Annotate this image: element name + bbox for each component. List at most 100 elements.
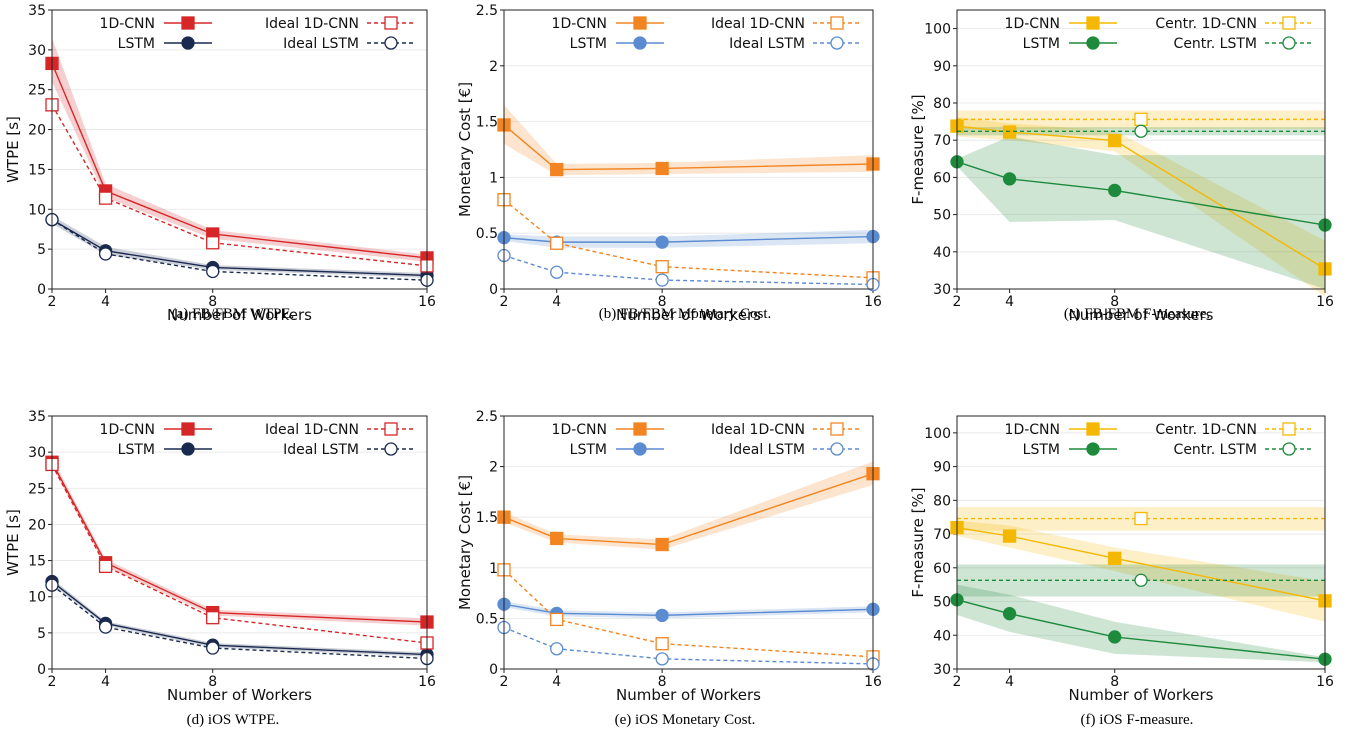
legend-marker [830, 422, 844, 436]
x-tick-label: 2 [953, 674, 962, 690]
data-point [1002, 125, 1017, 139]
data-point [206, 641, 220, 655]
legend-label: Centr. LSTM [1174, 36, 1257, 52]
series-line [503, 199, 874, 279]
series-line [956, 599, 1326, 660]
y-tick-label: 100 [924, 426, 951, 442]
x-axis-label: Number of Workers [167, 686, 312, 704]
y-tick-label: 1.5 [476, 115, 498, 131]
confidence-band [52, 457, 427, 626]
plot-frame [51, 9, 428, 290]
data-point [98, 191, 113, 205]
legend-label: LSTM [570, 442, 607, 458]
data-point [550, 265, 564, 279]
y-tick-label: 15 [28, 162, 46, 178]
caption-a: (a) FB/FBM WTPE. [171, 306, 295, 322]
data-point [550, 642, 564, 656]
data-point [1108, 133, 1122, 148]
x-tick-label: 2 [48, 294, 57, 310]
data-point [1002, 172, 1017, 186]
x-tick-label: 8 [1110, 294, 1119, 310]
x-tick-label: 16 [1316, 294, 1334, 310]
x-tick-label: 2 [500, 294, 509, 310]
legend-marker [633, 16, 647, 30]
data-point [550, 612, 564, 627]
legend-marker [1086, 36, 1100, 50]
x-tick-label: 16 [1316, 674, 1334, 690]
y-tick-label: 5 [37, 242, 46, 258]
plot-frame [503, 9, 874, 290]
series-line [51, 584, 428, 660]
x-tick-label: 8 [658, 674, 667, 690]
legend-label: 1D-CNN [1005, 16, 1060, 32]
series-line [503, 235, 874, 243]
series-line [51, 219, 428, 277]
y-tick-label: 2 [489, 59, 498, 75]
data-point [1134, 112, 1148, 127]
x-tick-label: 8 [208, 294, 217, 310]
x-tick-label: 16 [864, 294, 882, 310]
y-tick-label: 30 [933, 662, 951, 678]
y-axis-label: WTPE [s] [4, 509, 22, 576]
y-tick-label: 5 [37, 626, 46, 642]
x-tick-label: 16 [418, 674, 436, 690]
confidence-band [957, 117, 1325, 297]
legend-label: Ideal 1D-CNN [711, 422, 805, 438]
legend-label: Centr. LSTM [1174, 442, 1257, 458]
legend-marker [181, 442, 195, 456]
legend-marker [1282, 442, 1296, 456]
x-tick-label: 8 [658, 294, 667, 310]
y-tick-label: 20 [28, 517, 46, 533]
legend-marker [830, 16, 844, 30]
legend-marker [1282, 422, 1296, 436]
x-tick-label: 16 [864, 674, 882, 690]
caption-d: (d) iOS WTPE. [186, 712, 280, 728]
data-point [1134, 573, 1148, 587]
legend-label: LSTM [1023, 36, 1060, 52]
y-tick-label: 10 [28, 590, 46, 606]
y-tick-label: 10 [28, 202, 46, 218]
series-line [503, 473, 874, 546]
legend-label: LSTM [118, 36, 155, 52]
legend-marker [384, 422, 398, 436]
confidence-band [957, 136, 1325, 289]
y-tick-label: 0 [489, 662, 498, 678]
x-tick-label: 4 [101, 674, 110, 690]
y-tick-label: 1.5 [476, 510, 498, 526]
legend-marker [633, 422, 647, 436]
chart-panel-5: 0 0.5 1 1.5 2 2.5 2 4 8 16 Number of Workers Moneta… [456, 409, 882, 704]
chart-panel-6: 30 40 50 60 70 80 90 100 2 4 8 16 Number of Workers F… [909, 415, 1334, 704]
y-tick-label: 80 [933, 96, 951, 112]
y-tick-label: 90 [933, 460, 951, 476]
series-line [51, 580, 428, 656]
legend-label: LSTM [570, 36, 607, 52]
y-tick-label: 15 [28, 554, 46, 570]
data-point [206, 611, 220, 625]
y-tick-label: 90 [933, 59, 951, 75]
x-tick-label: 16 [418, 294, 436, 310]
data-point [1002, 529, 1017, 543]
y-tick-label: 35 [28, 409, 46, 425]
plot-frame [503, 415, 874, 670]
series-line [51, 63, 428, 259]
y-axis-label: Monetary Cost [€] [456, 475, 474, 610]
y-tick-label: 60 [933, 170, 951, 186]
series-line [503, 626, 874, 665]
y-axis-label: F-measure [%] [909, 487, 927, 597]
y-tick-label: 1 [489, 170, 498, 186]
legend-label: Ideal LSTM [283, 442, 359, 458]
data-point [1108, 630, 1122, 644]
y-tick-label: 50 [933, 595, 951, 611]
legend-marker [384, 36, 398, 50]
data-point [98, 559, 113, 574]
data-point [1108, 551, 1122, 566]
y-tick-label: 25 [28, 83, 46, 99]
legend-label: Ideal 1D-CNN [711, 16, 805, 32]
chart-panel-1: 0 5 10 15 20 25 30 35 2 4 8 16 Number of Workers WTPE… [4, 3, 436, 324]
confidence-band [957, 520, 1325, 622]
y-tick-label: 50 [933, 208, 951, 224]
y-axis-label: WTPE [s] [4, 116, 22, 183]
series-line [51, 219, 428, 281]
data-point [655, 652, 669, 666]
